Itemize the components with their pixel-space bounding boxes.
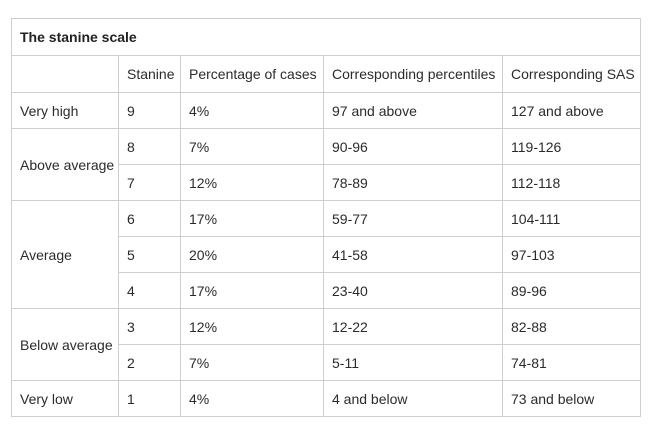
group-label-very-high: Very high	[11, 92, 119, 129]
percentage-cell: 7%	[180, 344, 324, 381]
stanine-cell: 5	[118, 236, 181, 273]
group-label-above-average: Above average	[11, 128, 119, 201]
table-row: Above average 8 7% 90-96 119-126	[11, 128, 642, 201]
sas-cell: 119-126	[501, 128, 642, 165]
header-percentiles: Corresponding percentiles	[323, 55, 503, 93]
sas-cell: 112-118	[501, 164, 642, 201]
percentiles-cell: 97 and above	[323, 92, 503, 129]
stanine-cell: 7	[118, 164, 181, 201]
header-empty-cell	[11, 55, 119, 93]
percentage-cell: 17%	[180, 272, 324, 309]
percentage-cell: 17%	[180, 200, 324, 237]
stanine-cell: 1	[118, 380, 181, 417]
header-stanine: Stanine	[118, 55, 181, 93]
percentiles-cell: 23-40	[323, 272, 503, 309]
header-sas: Corresponding SAS	[501, 55, 642, 93]
stanine-cell: 8	[118, 128, 181, 165]
header-percentage: Percentage of cases	[180, 55, 324, 93]
percentiles-cell: 90-96	[323, 128, 503, 165]
group-label-very-low: Very low	[11, 380, 119, 417]
percentiles-cell: 5-11	[323, 344, 503, 381]
stanine-cell: 6	[118, 200, 181, 237]
stanine-cell: 9	[118, 92, 181, 129]
table-row: 5 20% 41-58 97-103	[12, 236, 642, 273]
table-row: Very high 9 4% 97 and above 127 and abov…	[11, 92, 642, 129]
sas-cell: 73 and below	[501, 380, 642, 417]
group-label-below-average: Below average	[11, 308, 119, 381]
percentiles-cell: 12-22	[323, 308, 503, 345]
stanine-cell: 2	[118, 344, 181, 381]
percentage-cell: 20%	[180, 236, 324, 273]
group-label-average: Average	[11, 200, 119, 309]
percentage-cell: 12%	[180, 164, 324, 201]
table-row: Average 6 17% 59-77 104-111	[11, 200, 642, 309]
sas-cell: 82-88	[501, 308, 642, 345]
percentiles-cell: 4 and below	[323, 380, 503, 417]
sas-cell: 89-96	[501, 272, 642, 309]
table-row: 2 7% 5-11 74-81	[12, 344, 642, 381]
table-row: Below average 3 12% 12-22 82-88	[11, 308, 642, 381]
sas-cell: 74-81	[501, 344, 642, 381]
table-title-row: The stanine scale	[10, 18, 642, 56]
stanine-cell: 4	[118, 272, 181, 309]
percentage-cell: 4%	[180, 380, 324, 417]
table-row: Very low 1 4% 4 and below 73 and below	[11, 380, 642, 417]
sas-cell: 97-103	[501, 236, 642, 273]
percentage-cell: 7%	[180, 128, 324, 165]
table-title: The stanine scale	[10, 18, 642, 56]
sas-cell: 104-111	[501, 200, 642, 237]
percentage-cell: 12%	[180, 308, 324, 345]
table-header-row: Stanine Percentage of cases Correspondin…	[11, 55, 642, 93]
sas-cell: 127 and above	[501, 92, 642, 129]
percentiles-cell: 78-89	[323, 164, 503, 201]
percentiles-cell: 59-77	[323, 200, 503, 237]
stanine-table: The stanine scale Stanine Percentage of …	[10, 18, 642, 417]
stanine-cell: 3	[118, 308, 181, 345]
percentage-cell: 4%	[180, 92, 324, 129]
table-row: 4 17% 23-40 89-96	[12, 272, 642, 309]
percentiles-cell: 41-58	[323, 236, 503, 273]
